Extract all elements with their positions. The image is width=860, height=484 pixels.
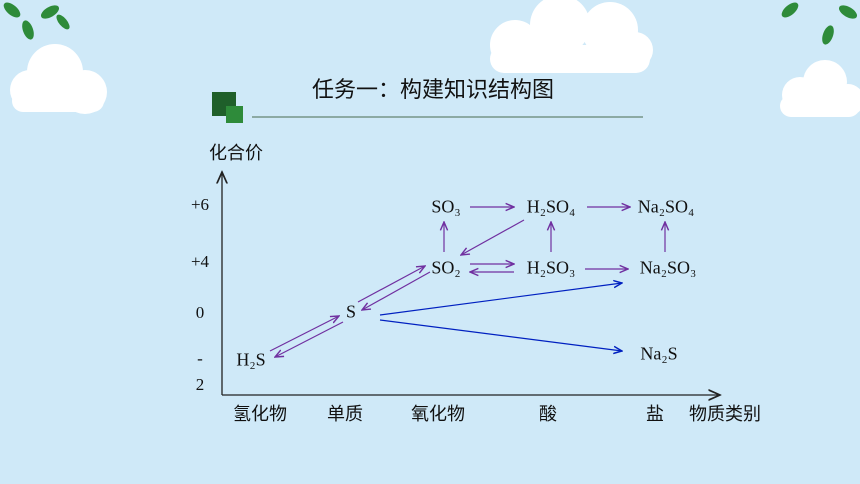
formula-node: H₂SO₃ <box>526 257 576 278</box>
y-tick-label: +6 <box>190 195 210 214</box>
category-label: 盐 <box>646 404 664 425</box>
y-tick-label: -2 <box>195 349 205 394</box>
formula-node: Na₂SO₄ <box>637 196 695 217</box>
formula-node: H₂SO₄ <box>526 196 576 217</box>
y-axis-label: 化合价 <box>209 143 263 164</box>
square <box>226 106 243 123</box>
category-label: 氢化物 <box>233 404 287 425</box>
formula-node: H₂S <box>236 349 266 370</box>
leaves <box>3 2 858 45</box>
arrows <box>379 283 622 351</box>
arrows <box>269 207 665 357</box>
category-label: 单质 <box>327 404 363 425</box>
y-tick-label: 0 <box>195 303 205 322</box>
formula-node: SO₃ <box>431 196 461 217</box>
title: 任务一：构建知识结构图 <box>311 78 555 103</box>
category-label: 酸 <box>539 404 557 425</box>
clouds <box>10 0 860 117</box>
formula-node: S <box>345 301 357 322</box>
y-tick-label: +4 <box>190 252 210 271</box>
formula-node: SO₂ <box>431 257 461 278</box>
x-axis-label: 物质类别 <box>689 404 761 425</box>
category-label: 氧化物 <box>411 404 465 425</box>
formula-node: Na₂SO₃ <box>639 257 697 278</box>
formula-node: Na₂S <box>640 343 678 364</box>
